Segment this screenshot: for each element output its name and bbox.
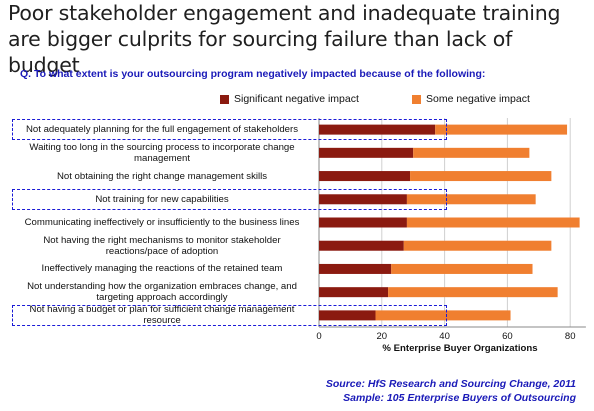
chart-title: Poor stakeholder engagement and inadequa… xyxy=(8,1,561,77)
survey-question: Q. To what extent is your outsourcing pr… xyxy=(20,68,486,80)
legend-item-some: Some negative impact xyxy=(412,92,530,106)
category-label: Ineffectively managing the reactions of … xyxy=(41,263,283,275)
bar-some xyxy=(391,263,533,274)
bar-significant xyxy=(319,310,376,321)
x-tick-label: 40 xyxy=(439,331,450,342)
category-label: Not training for new capabilities xyxy=(95,193,229,205)
category-label: Not adequately planning for the full eng… xyxy=(25,124,298,136)
x-tick-label: 80 xyxy=(565,331,576,342)
bar-some xyxy=(406,194,536,205)
bar-significant xyxy=(319,240,404,251)
highlight-box xyxy=(12,304,447,326)
x-tick-label: 0 xyxy=(316,331,321,342)
x-axis-title: % Enterprise Buyer Organizations xyxy=(382,343,538,354)
highlight-box xyxy=(12,119,447,141)
bar-some xyxy=(413,147,530,158)
bar-significant xyxy=(319,217,407,228)
legend-label-significant: Significant negative impact xyxy=(234,93,359,105)
sample-line: Sample: 105 Enterprise Buyers of Outsour… xyxy=(343,392,576,404)
bar-significant xyxy=(319,171,411,182)
bar-significant xyxy=(319,124,436,135)
x-tick-label: 60 xyxy=(502,331,513,342)
category-label: Not obtaining the right change managemen… xyxy=(56,170,268,182)
bar-some xyxy=(435,124,568,135)
category-label: Communicating ineffectively or insuffici… xyxy=(24,217,300,228)
bar-some xyxy=(403,240,552,251)
category-label: Not having a budget or plan for sufficie… xyxy=(29,304,295,327)
bar-significant xyxy=(319,147,414,158)
bar-some xyxy=(388,287,558,298)
bar-significant xyxy=(319,263,392,274)
category-label: Waiting too long in the sourcing process… xyxy=(29,141,295,164)
legend-swatch-some xyxy=(412,94,421,104)
legend-swatch-significant xyxy=(220,94,229,104)
x-tick-label: 20 xyxy=(377,331,388,342)
category-label: Not having the right mechanisms to monit… xyxy=(43,234,281,257)
legend-item-significant: Significant negative impact xyxy=(220,92,359,106)
bar-some xyxy=(375,310,511,321)
category-label: Not understanding how the organization e… xyxy=(27,281,297,304)
highlight-box xyxy=(12,188,447,210)
bar-significant xyxy=(319,287,389,298)
bar-some xyxy=(410,171,552,182)
source-line: Source: HfS Research and Sourcing Change… xyxy=(325,378,576,390)
bar-significant xyxy=(319,194,407,205)
legend-label-some: Some negative impact xyxy=(426,93,530,105)
bar-some xyxy=(406,217,580,228)
